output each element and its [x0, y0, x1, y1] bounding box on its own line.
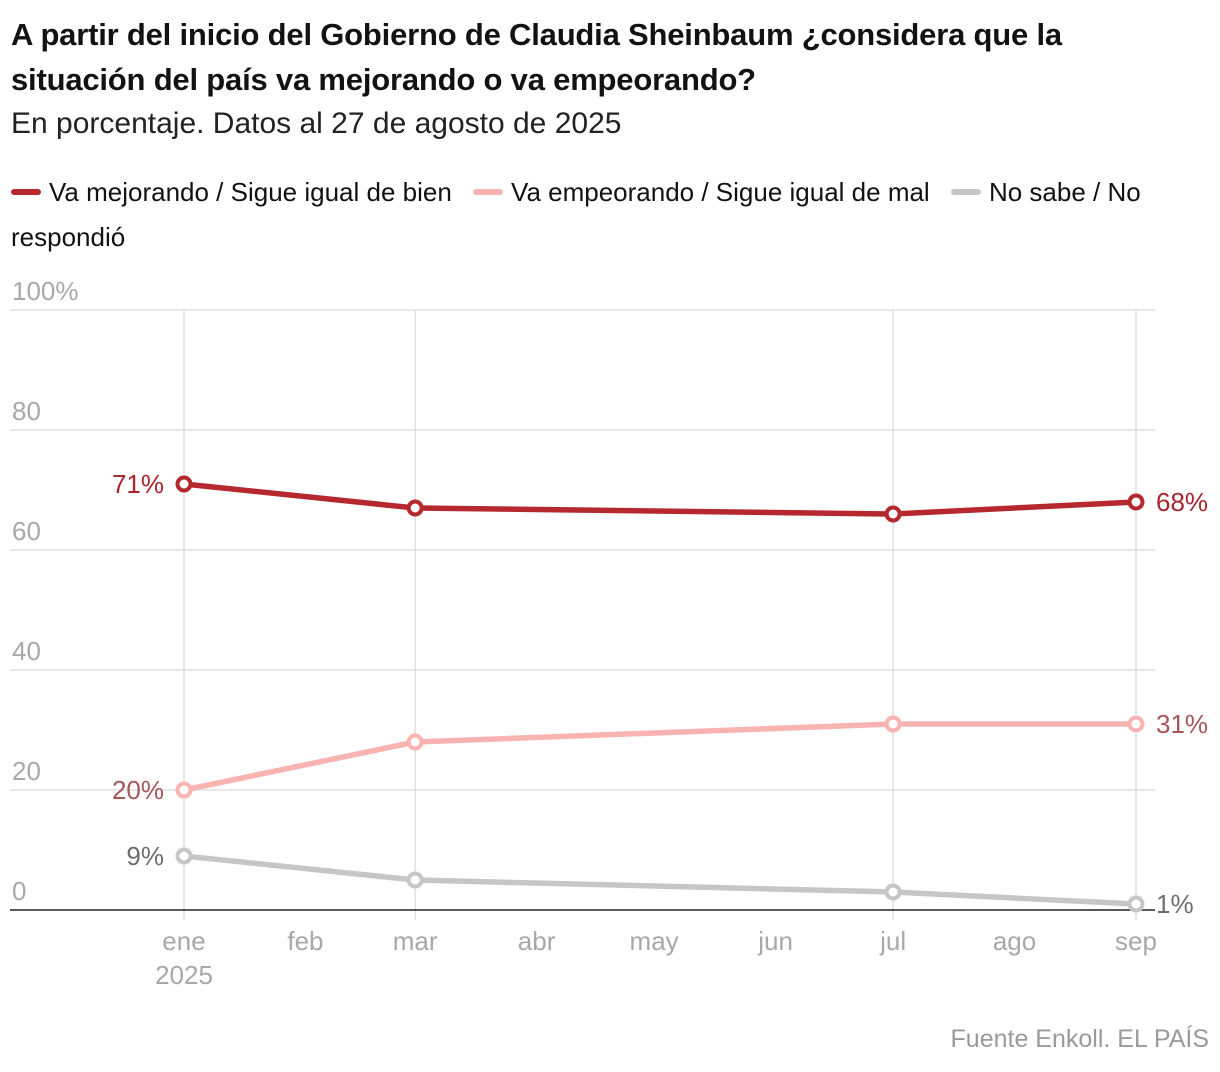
- data-point-2: [175, 847, 193, 865]
- chart-title: A partir del inicio del Gobierno de Clau…: [11, 17, 1062, 97]
- data-point-0: [175, 475, 193, 493]
- legend-item-empeorando: Va empeorando / Sigue igual de mal: [473, 177, 930, 207]
- data-label-last: 1%: [1156, 889, 1194, 919]
- data-label-first: 71%: [112, 469, 164, 499]
- data-point-1: [1127, 715, 1145, 733]
- data-label-last: 31%: [1156, 709, 1208, 739]
- data-point-0: [406, 499, 424, 517]
- data-point-0: [884, 505, 902, 523]
- series-line-1: [181, 721, 1139, 793]
- chart-subtitle: En porcentaje. Datos al 27 de agosto de …: [11, 107, 622, 140]
- x-tick-label: jul: [879, 926, 906, 956]
- legend-label-mejorando: Va mejorando / Sigue igual de bien: [49, 177, 452, 207]
- data-point-1: [175, 781, 193, 799]
- x-tick-label: jun: [757, 926, 793, 956]
- legend-label-no-sabe: No sabe / No respondió: [11, 177, 1141, 252]
- x-tick-label: may: [630, 926, 679, 956]
- legend-swatch-empeorando: [473, 189, 504, 196]
- data-label-first: 20%: [112, 775, 164, 805]
- y-tick-label: 80: [12, 396, 41, 426]
- legend-swatch-no-sabe: [950, 189, 981, 196]
- legend-item-no-sabe: No sabe / No respondió: [11, 177, 1141, 252]
- x-tick-label: ene: [162, 926, 205, 956]
- x-tick-sublabel: 2025: [155, 960, 213, 990]
- data-label-first: 9%: [126, 841, 164, 871]
- series-line-2: [181, 853, 1139, 907]
- legend: Va mejorando / Sigue igual de bien Va em…: [11, 170, 1211, 260]
- data-point-1: [884, 715, 902, 733]
- x-tick-label: sep: [1115, 926, 1157, 956]
- legend-item-mejorando: Va mejorando / Sigue igual de bien: [11, 177, 452, 207]
- x-tick-label: ago: [993, 926, 1036, 956]
- legend-swatch-mejorando: [11, 189, 41, 196]
- data-point-1: [406, 733, 424, 751]
- source-note: Fuente Enkoll. EL PAÍS: [950, 1025, 1209, 1053]
- data-point-2: [406, 871, 424, 889]
- data-point-2: [1127, 895, 1145, 913]
- y-tick-label: 20: [12, 756, 41, 786]
- line-chart: 0 20 40 60 80 100% ene 2025 feb mar abr may jun jul ag…: [10, 276, 1208, 990]
- x-tick-label: feb: [287, 926, 323, 956]
- y-tick-label: 100%: [12, 276, 79, 306]
- data-point-2: [884, 883, 902, 901]
- y-tick-label: 40: [12, 636, 41, 666]
- data-label-last: 68%: [1156, 487, 1208, 517]
- y-tick-label: 0: [12, 876, 26, 906]
- x-tick-label: abr: [518, 926, 556, 956]
- data-point-0: [1127, 493, 1145, 511]
- legend-label-empeorando: Va empeorando / Sigue igual de mal: [511, 177, 930, 207]
- series-line-0: [181, 481, 1139, 517]
- x-tick-label: mar: [393, 926, 438, 956]
- y-tick-label: 60: [12, 516, 41, 546]
